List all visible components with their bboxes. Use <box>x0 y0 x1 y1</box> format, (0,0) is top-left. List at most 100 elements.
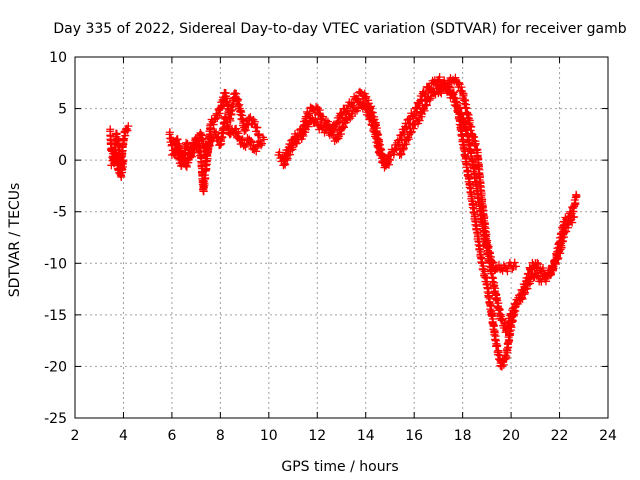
data-point <box>570 212 579 221</box>
data-point-interp <box>362 92 371 101</box>
data-point-interp <box>484 284 493 293</box>
y-axis-label: SDTVAR / TECUs <box>7 183 23 298</box>
data-point-interp <box>475 237 484 246</box>
data-point-interp <box>173 135 182 144</box>
data-point-interp <box>415 116 424 125</box>
data-point-interp <box>305 109 314 118</box>
x-tick-label: 4 <box>119 428 128 444</box>
data-point-interp <box>505 318 514 327</box>
data-point-interp <box>218 133 227 142</box>
data-point-interp <box>489 321 498 330</box>
data-point-interp <box>510 258 519 267</box>
data-point-interp <box>426 94 435 103</box>
data-point-interp <box>237 108 246 117</box>
data-point-interp <box>425 95 434 104</box>
data-point-interp <box>425 83 434 92</box>
data-point-interp <box>360 101 369 110</box>
data-point-interp <box>238 135 247 144</box>
data-point-interp <box>187 152 196 161</box>
data-point <box>259 135 268 144</box>
data-point-interp <box>478 258 487 266</box>
y-tick-label: 10 <box>49 50 67 66</box>
data-point <box>124 122 133 131</box>
data-point-interp <box>533 258 542 267</box>
y-tick-label: -15 <box>44 308 67 324</box>
data-point-interp <box>304 111 313 120</box>
data-point-interp <box>178 158 187 167</box>
series-11 <box>516 212 579 304</box>
data-point-interp <box>112 150 121 159</box>
data-point-interp <box>117 173 126 182</box>
plot-frame <box>74 56 609 419</box>
y-tick-label: -25 <box>44 411 67 427</box>
data-point-interp <box>501 262 510 271</box>
x-tick-label: 18 <box>454 428 472 444</box>
x-axis-label: GPS time / hours <box>281 459 398 475</box>
data-point-interp <box>224 101 233 110</box>
data-point-interp <box>306 113 315 122</box>
x-tick-label: 8 <box>216 428 225 444</box>
data-point-interp <box>469 201 478 210</box>
x-tick-label: 10 <box>260 428 278 444</box>
data-point-interp <box>123 126 132 135</box>
data-point-interp <box>559 237 568 246</box>
data-point-interp <box>485 249 494 258</box>
data-point <box>511 262 520 271</box>
x-tick-label: 2 <box>71 428 80 444</box>
data-point-interp <box>222 115 231 124</box>
data-point-interp <box>237 136 246 145</box>
data-point-interp <box>275 148 284 157</box>
data-point-interp <box>470 132 479 141</box>
data-point-interp <box>383 158 392 167</box>
data-point-interp <box>373 134 382 143</box>
data-point-interp <box>321 116 330 125</box>
data-point-interp <box>253 142 262 151</box>
data-point-interp <box>435 73 444 82</box>
y-tick-label: -10 <box>44 256 67 272</box>
data-point-interp <box>467 122 476 131</box>
series-4 <box>167 112 268 171</box>
data-point-interp <box>461 96 470 105</box>
data-point-interp <box>554 254 563 263</box>
data-point-interp <box>489 258 498 267</box>
data-point-interp <box>466 181 475 190</box>
data-point-interp <box>348 112 357 121</box>
data-point-interp <box>326 126 335 135</box>
data-point-interp <box>227 109 236 118</box>
data-point <box>245 114 254 123</box>
data-point-interp <box>209 120 218 129</box>
data-point-interp <box>359 100 368 109</box>
data-point-interp <box>242 139 251 148</box>
data-point-interp <box>328 127 337 136</box>
data-point-interp <box>486 301 495 310</box>
series-10 <box>511 190 581 309</box>
data-point-interp <box>488 258 497 267</box>
data-point-interp <box>568 218 577 227</box>
y-tick-label: -20 <box>44 359 67 375</box>
x-tick-label: 14 <box>357 428 375 444</box>
data-point-interp <box>299 132 308 141</box>
series-9 <box>434 73 520 276</box>
data-point-interp <box>257 141 266 150</box>
data-point-interp <box>182 162 191 171</box>
x-tick-label: 24 <box>599 428 617 444</box>
data-point <box>572 192 581 201</box>
data-point <box>337 109 346 118</box>
data-point-interp <box>506 329 515 338</box>
x-tick-label: 20 <box>502 428 520 444</box>
x-tick-label: 16 <box>405 428 423 444</box>
x-tick-label: 12 <box>308 428 326 444</box>
data-point-interp <box>503 267 512 276</box>
data-point-interp <box>367 113 376 122</box>
data-point-interp <box>562 227 571 236</box>
data-point-interp <box>539 263 548 272</box>
data-point-interp <box>201 174 210 183</box>
series-6 <box>279 97 399 172</box>
data-point-interp <box>489 274 498 283</box>
data-point-interp <box>353 103 362 112</box>
data-point-interp <box>252 147 261 156</box>
data-point-interp <box>502 353 511 362</box>
data-point-interp <box>355 87 364 96</box>
